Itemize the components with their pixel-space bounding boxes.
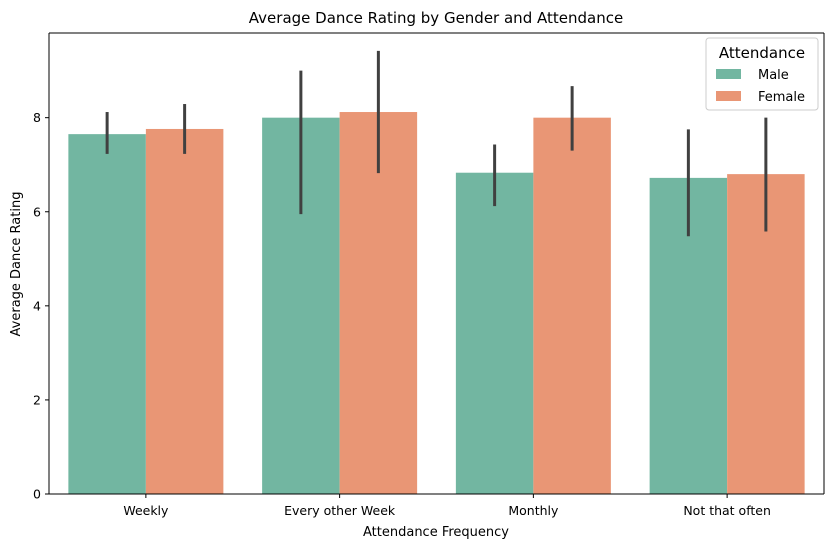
legend-label-female: Female (758, 90, 805, 105)
y-tick-label: 4 (33, 298, 41, 313)
y-axis-label: Average Dance Rating (9, 192, 24, 337)
bar-female (339, 112, 418, 495)
x-tick-label: Every other Week (284, 503, 396, 518)
y-tick-label: 6 (33, 204, 41, 219)
x-axis-label: Attendance Frequency (363, 525, 509, 540)
axes-layer: 0 2 4 6 8 Weekly Every other Week Monthly Not th… (33, 32, 825, 518)
legend-swatch-female (716, 91, 741, 101)
y-tick-label: 0 (33, 487, 41, 502)
bar-male (455, 172, 534, 494)
bars-layer (68, 112, 805, 495)
bar-female (145, 128, 224, 495)
bar-female (533, 117, 611, 495)
x-tick-label: Not that often (683, 503, 771, 518)
legend-swatch-male (716, 69, 741, 79)
x-tick-label: Weekly (123, 503, 169, 518)
bar-male (68, 134, 146, 494)
x-tick-label: Monthly (508, 503, 559, 518)
chart-title: Average Dance Rating by Gender and Atten… (249, 9, 623, 27)
y-tick-label: 8 (33, 110, 41, 125)
legend-label-male: Male (758, 68, 789, 83)
error-bars-layer (105, 50, 768, 237)
y-tick-label: 2 (33, 392, 41, 407)
legend: Attendance Male Female (705, 37, 819, 111)
legend-title: Attendance (719, 44, 805, 62)
